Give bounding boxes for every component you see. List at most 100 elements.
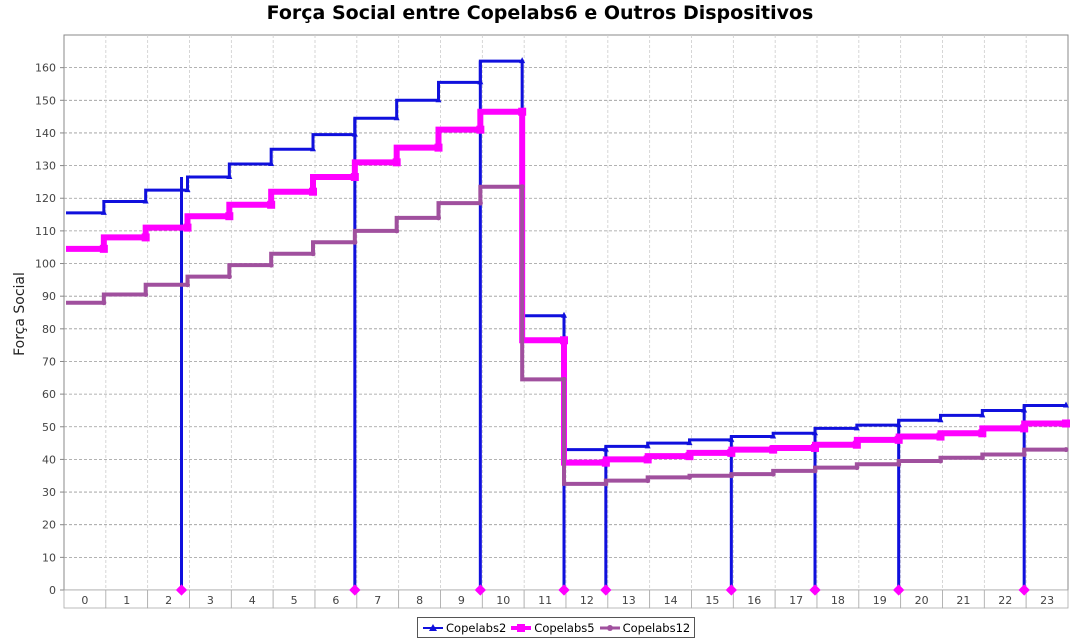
y-tick-label: 80 (42, 323, 56, 336)
data-point-copelabs12 (185, 282, 190, 288)
data-point-copelabs2 (142, 197, 149, 204)
data-point-copelabs5 (267, 200, 276, 209)
legend-item-copelabs5: Copelabs5 (510, 620, 595, 635)
data-point-copelabs5 (99, 244, 108, 253)
legend-item-copelabs2: Copelabs2 (422, 621, 506, 635)
x-tick-label: 18 (831, 594, 845, 607)
zero-marker (558, 584, 570, 596)
data-point-copelabs2 (268, 159, 275, 166)
data-point-copelabs12 (310, 251, 316, 257)
y-tick-label: 160 (35, 62, 56, 75)
data-point-copelabs12 (1021, 452, 1027, 458)
data-point-copelabs5 (643, 455, 652, 464)
x-tick-label: 4 (249, 594, 256, 607)
legend-swatch-copelabs2-icon (423, 623, 443, 631)
data-point-copelabs12 (1063, 447, 1069, 453)
x-tick-label: 8 (416, 594, 423, 607)
y-tick-label: 70 (42, 355, 56, 368)
y-tick-label: 30 (42, 486, 56, 499)
x-tick-label: 3 (207, 594, 214, 607)
x-tick-label: 0 (81, 594, 88, 607)
data-point-copelabs12 (519, 184, 525, 190)
data-point-copelabs5 (1020, 424, 1029, 433)
data-point-copelabs12 (143, 292, 149, 298)
y-tick-label: 90 (42, 290, 56, 303)
data-point-copelabs5 (518, 107, 527, 116)
data-point-copelabs5 (727, 448, 736, 457)
x-tick-label: 20 (915, 594, 929, 607)
data-point-copelabs12 (728, 473, 734, 479)
y-tick-label: 150 (35, 94, 56, 107)
data-point-copelabs2 (100, 208, 107, 215)
data-point-copelabs12 (770, 471, 776, 477)
data-point-copelabs12 (645, 478, 651, 484)
legend-label-copelabs5: Copelabs5 (534, 620, 595, 635)
x-tick-label: 10 (496, 594, 510, 607)
chart-title: Força Social entre Copelabs6 e Outros Di… (266, 2, 814, 24)
data-point-copelabs12 (854, 465, 860, 471)
data-point-copelabs2 (644, 442, 651, 449)
legend-item-copelabs12: Copelabs12 (599, 620, 691, 635)
data-point-copelabs12 (477, 200, 483, 206)
zero-marker (1018, 584, 1030, 596)
data-point-copelabs5 (141, 233, 150, 242)
x-tick-label: 14 (664, 594, 678, 607)
data-point-copelabs12 (101, 300, 107, 306)
data-point-copelabs12 (352, 239, 358, 245)
x-tick-label: 19 (873, 594, 887, 607)
data-point-copelabs12 (394, 228, 400, 234)
x-tick-label: 15 (705, 594, 719, 607)
x-tick-label: 5 (291, 594, 298, 607)
data-point-copelabs12 (226, 274, 232, 280)
y-tick-label: 40 (42, 453, 56, 466)
zero-marker (893, 584, 905, 596)
zero-marker (725, 584, 737, 596)
legend-label-copelabs12: Copelabs12 (622, 620, 691, 635)
data-point-copelabs12 (603, 481, 609, 487)
y-tick-label: 50 (42, 421, 56, 434)
data-point-copelabs2 (1063, 401, 1069, 408)
x-tick-label: 12 (580, 594, 594, 607)
data-point-copelabs5 (392, 158, 401, 167)
zero-marker (600, 584, 612, 596)
legend: Copelabs2 Copelabs5 Copelabs12 (417, 617, 696, 638)
y-tick-label: 110 (35, 225, 56, 238)
data-point-copelabs5 (350, 173, 359, 182)
data-point-copelabs5 (309, 187, 317, 196)
zero-marker (809, 584, 821, 596)
data-point-copelabs5 (183, 223, 192, 232)
data-point-copelabs12 (561, 376, 567, 382)
data-point-copelabs5 (769, 445, 778, 454)
data-point-copelabs5 (978, 429, 987, 438)
legend-label-copelabs2: Copelabs2 (446, 620, 507, 635)
data-point-copelabs2 (937, 416, 944, 423)
x-tick-label: 7 (374, 594, 381, 607)
data-point-copelabs5 (1062, 419, 1070, 428)
x-tick-label: 22 (998, 594, 1012, 607)
legend-swatch-copelabs5-icon (511, 623, 532, 632)
x-tick-label: 16 (747, 594, 761, 607)
x-tick-label: 13 (622, 594, 636, 607)
data-point-copelabs12 (812, 468, 818, 474)
y-tick-label: 60 (42, 388, 56, 401)
zero-marker (474, 584, 486, 596)
data-point-copelabs12 (938, 458, 943, 464)
data-point-copelabs12 (268, 262, 274, 268)
x-tick-label: 23 (1040, 594, 1054, 607)
data-point-copelabs2 (435, 96, 442, 103)
data-point-copelabs2 (184, 186, 191, 193)
data-point-copelabs5 (811, 443, 819, 452)
data-point-copelabs2 (310, 145, 316, 152)
data-point-copelabs5 (936, 432, 945, 441)
y-tick-label: 20 (42, 519, 56, 532)
x-tick-label: 11 (538, 594, 552, 607)
x-tick-label: 2 (165, 594, 172, 607)
y-tick-label: 130 (35, 160, 56, 173)
data-point-copelabs2 (519, 57, 526, 64)
data-point-copelabs5 (852, 440, 861, 449)
y-tick-label: 0 (49, 584, 56, 597)
data-point-copelabs12 (896, 461, 902, 467)
x-tick-label: 9 (458, 594, 465, 607)
zero-marker (175, 584, 188, 596)
data-point-copelabs2 (979, 411, 986, 418)
